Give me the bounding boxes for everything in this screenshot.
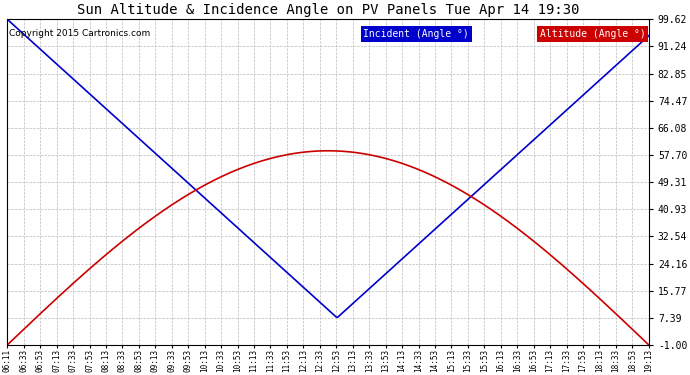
- Text: Copyright 2015 Cartronics.com: Copyright 2015 Cartronics.com: [9, 29, 150, 38]
- Text: Incident (Angle °): Incident (Angle °): [364, 29, 469, 39]
- Text: Altitude (Angle °): Altitude (Angle °): [540, 29, 646, 39]
- Text: Altitude (Angle °): Altitude (Angle °): [540, 29, 646, 39]
- Title: Sun Altitude & Incidence Angle on PV Panels Tue Apr 14 19:30: Sun Altitude & Incidence Angle on PV Pan…: [77, 3, 580, 17]
